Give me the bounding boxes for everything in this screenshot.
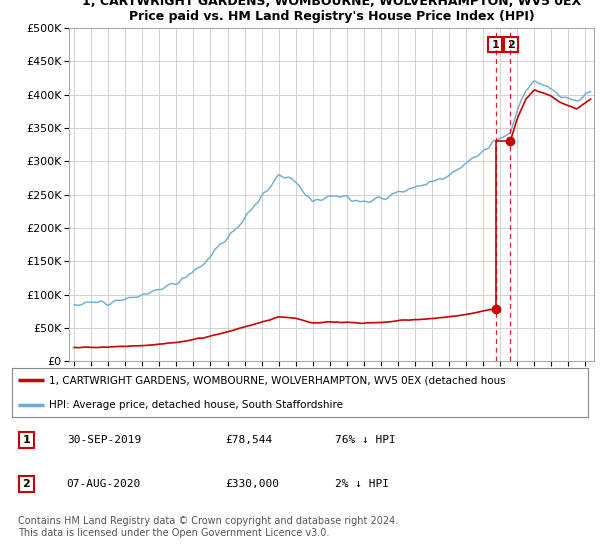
Text: HPI: Average price, detached house, South Staffordshire: HPI: Average price, detached house, Sout… [49,400,343,410]
Text: £330,000: £330,000 [225,479,279,489]
Text: 1: 1 [23,435,30,445]
Text: Contains HM Land Registry data © Crown copyright and database right 2024.
This d: Contains HM Land Registry data © Crown c… [18,516,398,538]
Text: 2: 2 [507,40,515,50]
Text: 1: 1 [491,40,499,50]
Title: 1, CARTWRIGHT GARDENS, WOMBOURNE, WOLVERHAMPTON, WV5 0EX
Price paid vs. HM Land : 1, CARTWRIGHT GARDENS, WOMBOURNE, WOLVER… [82,0,581,22]
Text: £78,544: £78,544 [225,435,272,445]
Text: 76% ↓ HPI: 76% ↓ HPI [335,435,395,445]
Text: 30-SEP-2019: 30-SEP-2019 [67,435,141,445]
Text: 07-AUG-2020: 07-AUG-2020 [67,479,141,489]
Text: 2: 2 [23,479,30,489]
Text: 2% ↓ HPI: 2% ↓ HPI [335,479,389,489]
Text: 1, CARTWRIGHT GARDENS, WOMBOURNE, WOLVERHAMPTON, WV5 0EX (detached hous: 1, CARTWRIGHT GARDENS, WOMBOURNE, WOLVER… [49,375,506,385]
